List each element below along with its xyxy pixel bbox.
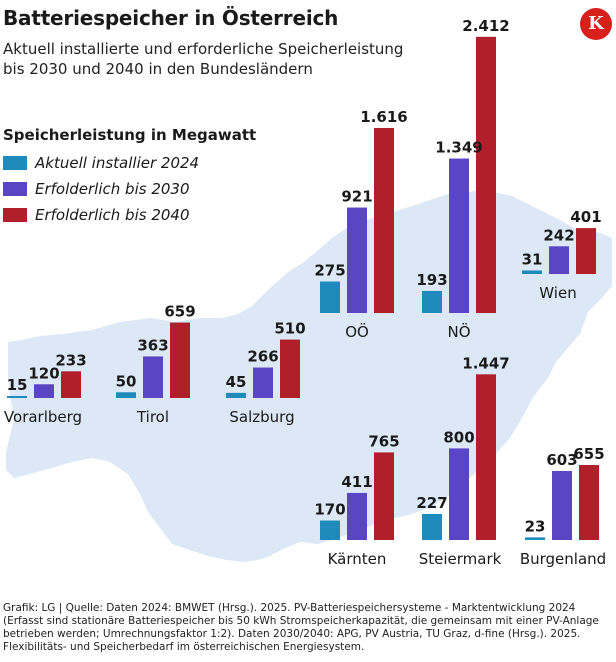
- bar-salzburg-2040: [280, 339, 300, 398]
- region-label-burgenland: Burgenland: [520, 550, 606, 568]
- bar-tirol-2024: [116, 392, 136, 398]
- bar-wien-2024: [522, 270, 542, 274]
- bar-salzburg-2024: [226, 392, 246, 398]
- bar-steiermark-2040: [476, 374, 496, 540]
- value-label-tirol-2024: 50: [116, 372, 137, 390]
- bar-noe-2024: [422, 290, 442, 313]
- region-label-wien: Wien: [539, 284, 576, 302]
- value-label-salzburg-2024: 45: [226, 373, 247, 391]
- bar-wien-2030: [549, 246, 569, 274]
- bar-burgenland-2024: [525, 537, 545, 540]
- region-label-tirol: Tirol: [136, 408, 169, 426]
- value-label-salzburg-2040: 510: [274, 320, 305, 338]
- bar-kaernten-2024: [320, 520, 340, 540]
- value-label-burgenland-2030: 603: [546, 451, 577, 469]
- value-label-kaernten-2030: 411: [341, 473, 372, 491]
- legend-label-2040: Erfolderlich bis 2040: [35, 206, 190, 224]
- bar-salzburg-2030: [253, 367, 273, 398]
- legend-swatch-2030: [3, 182, 27, 196]
- bar-ooe-2024: [320, 281, 340, 313]
- value-label-steiermark-2030: 800: [443, 428, 474, 446]
- legend-label-2024: Aktuell installier 2024: [35, 154, 200, 172]
- bar-steiermark-2024: [422, 514, 442, 540]
- region-label-vorarlberg: Vorarlberg: [4, 408, 82, 426]
- legend-swatch-2040: [3, 208, 27, 222]
- value-label-burgenland-2024: 23: [525, 517, 546, 535]
- bar-tirol-2030: [143, 356, 163, 398]
- source-note: Grafik: LG | Quelle: Daten 2024: BMWET (…: [3, 602, 599, 653]
- bar-wien-2040: [576, 228, 596, 274]
- region-label-ooe: OÖ: [345, 322, 369, 341]
- legend-title: Speicherleistung in Megawatt: [3, 126, 257, 144]
- bar-kaernten-2030: [347, 492, 367, 540]
- value-label-tirol-2040: 659: [164, 303, 195, 321]
- bar-tirol-2040: [170, 322, 190, 398]
- value-label-noe-2024: 193: [416, 271, 447, 289]
- publisher-logo: K: [580, 8, 612, 40]
- value-label-wien-2024: 31: [522, 250, 543, 268]
- bar-noe-2030: [449, 158, 469, 313]
- value-label-salzburg-2030: 266: [247, 348, 278, 366]
- value-label-ooe-2040: 1.616: [360, 108, 407, 126]
- value-label-ooe-2030: 921: [341, 188, 372, 206]
- value-label-noe-2030: 1.349: [435, 139, 482, 157]
- bar-steiermark-2030: [449, 448, 469, 540]
- value-label-burgenland-2040: 655: [573, 445, 604, 463]
- bar-ooe-2030: [347, 207, 367, 313]
- region-label-kaernten: Kärnten: [328, 550, 387, 568]
- bar-vorarlberg-2024: [7, 396, 27, 398]
- bar-kaernten-2040: [374, 452, 394, 540]
- bar-burgenland-2030: [552, 470, 572, 540]
- bar-vorarlberg-2030: [34, 384, 54, 398]
- value-label-vorarlberg-2024: 15: [7, 376, 28, 394]
- value-label-ooe-2024: 275: [314, 262, 345, 280]
- value-label-vorarlberg-2030: 120: [28, 364, 59, 382]
- value-label-wien-2030: 242: [543, 226, 574, 244]
- value-label-kaernten-2040: 765: [368, 432, 399, 450]
- region-label-salzburg: Salzburg: [229, 408, 294, 426]
- value-label-noe-2040: 2.412: [462, 17, 509, 35]
- value-label-kaernten-2024: 170: [314, 501, 345, 519]
- chart-title: Batteriespeicher in Österreich: [3, 6, 339, 30]
- legend-swatch-2024: [3, 156, 27, 170]
- value-label-steiermark-2024: 227: [416, 494, 447, 512]
- austria-map-shape: [6, 190, 612, 562]
- legend-label-2030: Erfolderlich bis 2030: [35, 180, 190, 198]
- bar-burgenland-2040: [579, 465, 599, 540]
- region-label-noe: NÖ: [447, 322, 470, 341]
- chart-subtitle-line-2: bis 2030 und 2040 in den Bundesländern: [3, 60, 313, 78]
- value-label-wien-2040: 401: [570, 208, 601, 226]
- chart-subtitle-line-1: Aktuell installierte und erforderliche S…: [3, 40, 404, 58]
- region-label-steiermark: Steiermark: [419, 550, 502, 568]
- value-label-vorarlberg-2040: 233: [55, 351, 86, 369]
- value-label-steiermark-2040: 1.447: [462, 354, 509, 372]
- value-label-tirol-2030: 363: [137, 336, 168, 354]
- bar-ooe-2040: [374, 127, 394, 313]
- bar-vorarlberg-2040: [61, 371, 81, 398]
- bar-noe-2040: [476, 36, 496, 314]
